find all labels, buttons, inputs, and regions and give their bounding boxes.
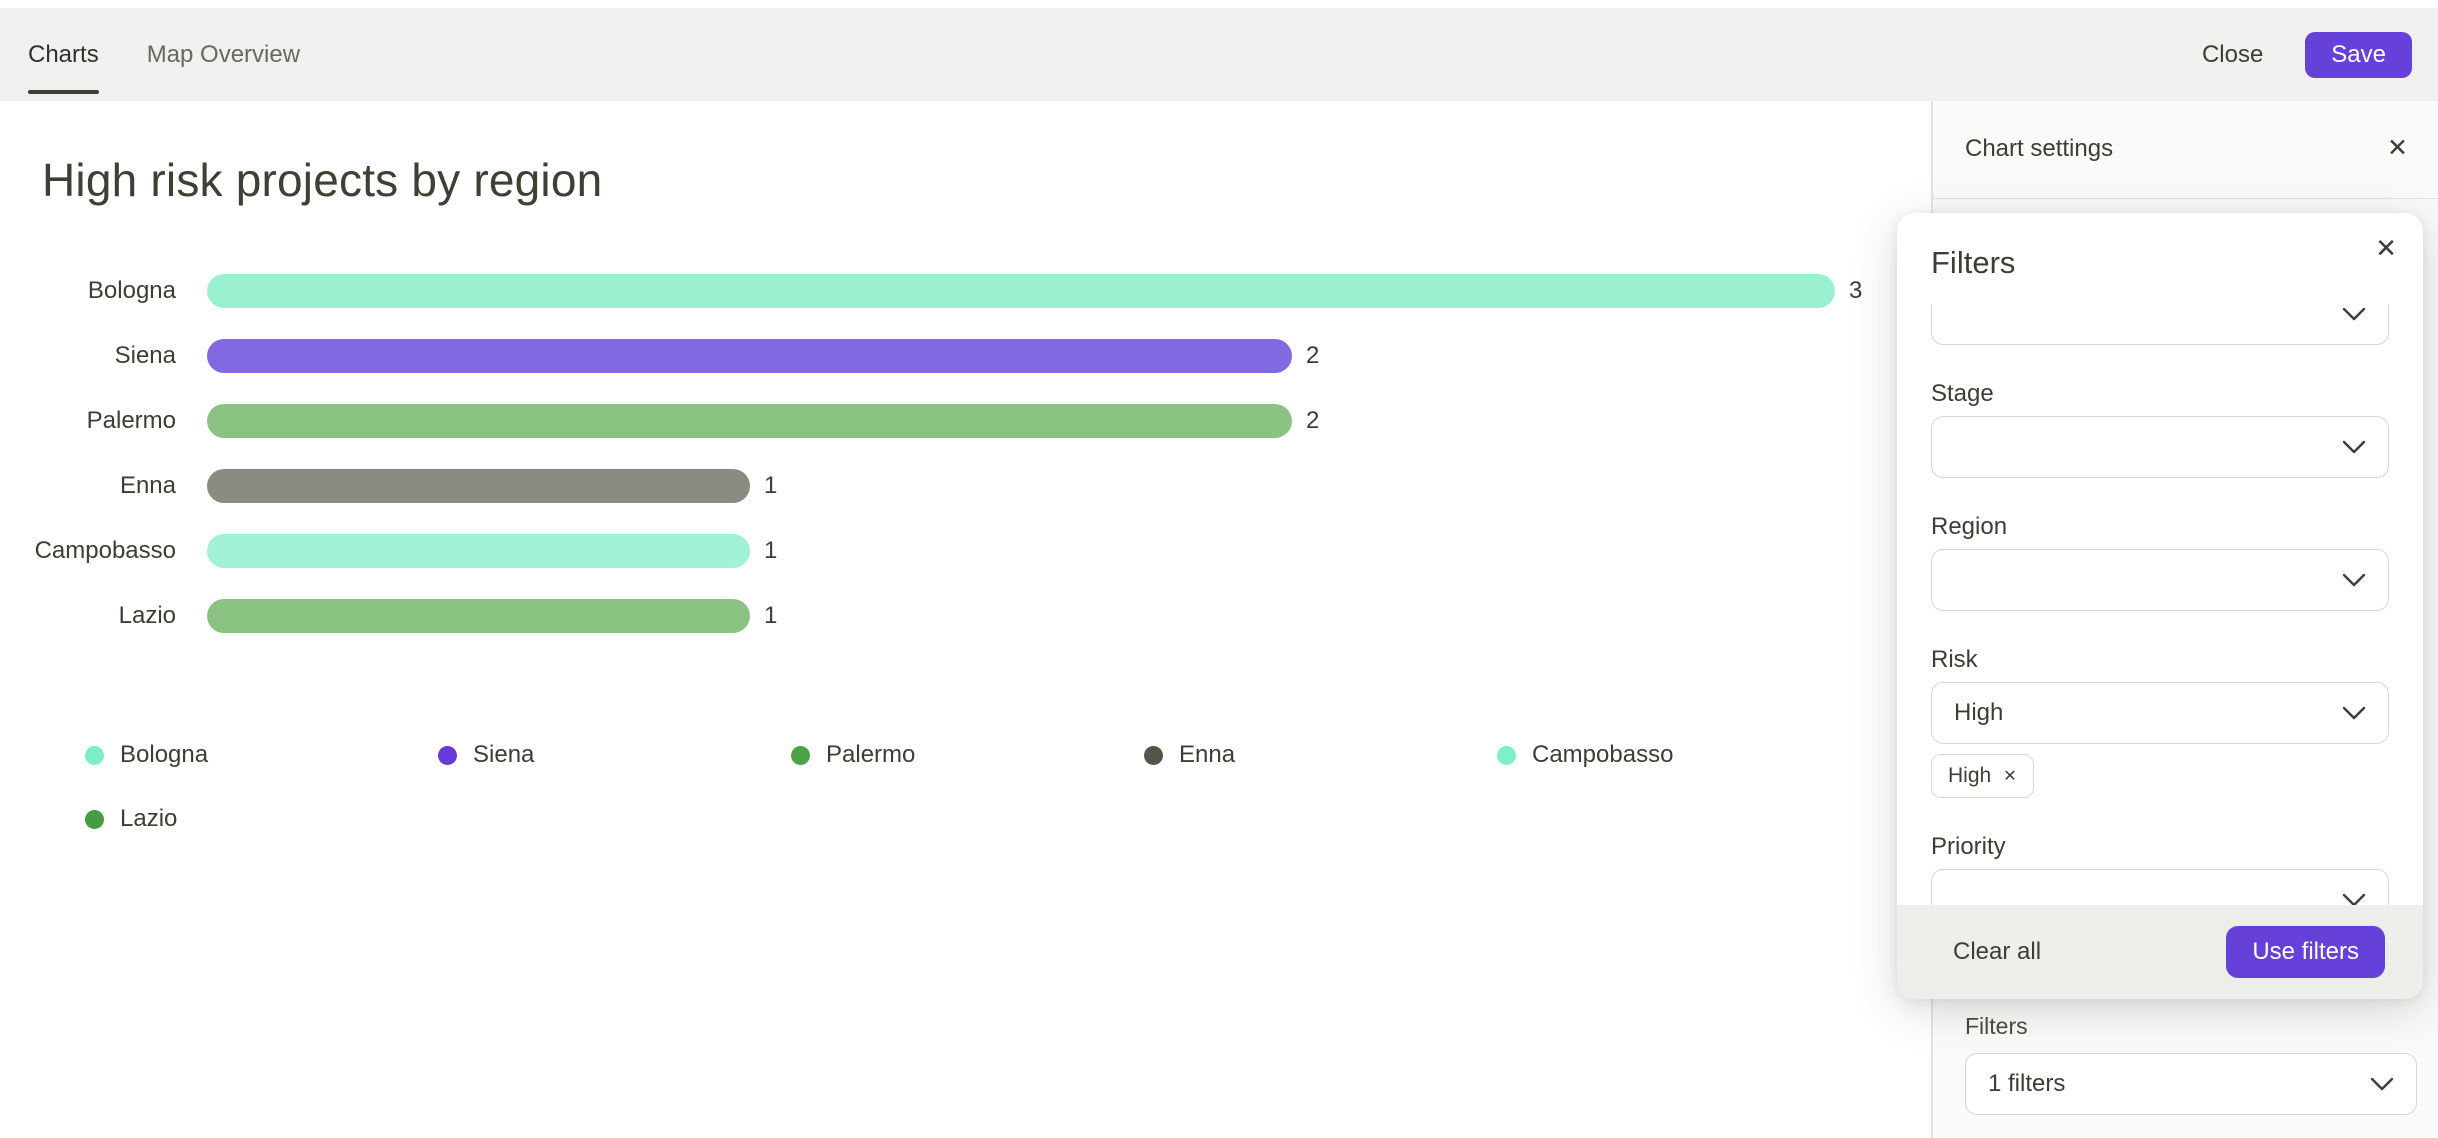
- region-select[interactable]: [1931, 549, 2389, 611]
- filter-select-partial[interactable]: [1931, 305, 2389, 345]
- chevron-down-icon: [2342, 440, 2366, 454]
- priority-label: Priority: [1931, 833, 2006, 860]
- risk-select-value: High: [1954, 699, 2004, 726]
- category-label: Campobasso: [34, 537, 176, 564]
- chevron-down-icon: [2342, 706, 2366, 720]
- bar[interactable]: [207, 534, 750, 568]
- legend-label: Palermo: [826, 741, 916, 768]
- category-label: Enna: [119, 472, 176, 499]
- region-label: Region: [1931, 513, 2008, 540]
- legend-label: Bologna: [120, 741, 209, 768]
- category-label: Bologna: [87, 277, 176, 304]
- close-button[interactable]: Close: [2201, 40, 2264, 68]
- sidebar-filters-label: Filters: [1965, 1013, 2028, 1039]
- risk-label: Risk: [1931, 646, 1978, 673]
- risk-chip: High ✕: [1931, 754, 2034, 798]
- legend-dot-icon: [1497, 745, 1516, 765]
- legend-label: Lazio: [120, 805, 178, 832]
- region-field: Region: [1931, 513, 2389, 611]
- legend-item[interactable]: Siena: [438, 740, 791, 770]
- bar-row: Siena 2: [0, 339, 1862, 373]
- legend-item[interactable]: Palermo: [791, 740, 1144, 770]
- filters-modal-footer: Clear all Use filters: [1897, 905, 2423, 999]
- value-label: 1: [764, 472, 778, 499]
- tab-bar: Charts Map Overview: [28, 8, 348, 101]
- value-label: 1: [764, 602, 778, 629]
- legend-item[interactable]: Campobasso: [1497, 740, 1850, 770]
- chevron-down-icon: [2342, 893, 2366, 905]
- legend-dot-icon: [1144, 745, 1163, 765]
- save-button[interactable]: Save: [2305, 31, 2412, 78]
- chart-panel: High risk projects by region Bologna 3 S…: [0, 101, 1931, 1138]
- value-label: 2: [1306, 407, 1320, 434]
- bar[interactable]: [207, 404, 1292, 438]
- bar-row: Bologna 3: [0, 274, 1862, 308]
- bar-row: Palermo 2: [0, 404, 1862, 438]
- bar[interactable]: [207, 599, 750, 633]
- category-label: Lazio: [118, 602, 176, 629]
- value-label: 2: [1306, 342, 1320, 369]
- chevron-down-icon: [2342, 573, 2366, 587]
- priority-field: Priority: [1931, 833, 2389, 905]
- chevron-down-icon: [2342, 307, 2366, 321]
- tab-map-overview-label: Map Overview: [146, 40, 301, 68]
- chart-settings-title: Chart settings: [1965, 135, 2114, 162]
- close-icon[interactable]: ✕: [2387, 134, 2408, 162]
- legend-dot-icon: [85, 745, 104, 765]
- chart-legend: Bologna Siena Palermo Enna Campobasso La…: [85, 740, 1875, 834]
- legend-label: Campobasso: [1532, 741, 1674, 768]
- legend-label: Enna: [1179, 741, 1236, 768]
- close-icon[interactable]: ✕: [2375, 233, 2397, 263]
- legend-item[interactable]: Lazio: [85, 804, 438, 834]
- risk-select[interactable]: High: [1931, 682, 2389, 744]
- bar-chart: Bologna 3 Siena 2 Palermo 2 Enna 1 Campo…: [0, 274, 1862, 633]
- bar[interactable]: [207, 339, 1292, 373]
- stage-select[interactable]: [1931, 416, 2389, 478]
- tab-charts[interactable]: Charts: [28, 8, 99, 101]
- stage-label: Stage: [1931, 380, 1994, 407]
- priority-select[interactable]: [1931, 869, 2389, 905]
- chevron-down-icon: [2370, 1077, 2394, 1091]
- legend-dot-icon: [85, 809, 104, 829]
- filters-modal-body: Stage Region Risk: [1897, 305, 2423, 905]
- filters-modal: ✕ Filters Stage Region: [1897, 213, 2423, 999]
- legend-item[interactable]: Enna: [1144, 740, 1497, 770]
- bar-row: Campobasso 1: [0, 534, 1862, 568]
- sidebar-divider: [1933, 198, 2438, 199]
- filters-count-select[interactable]: 1 filters: [1965, 1053, 2417, 1115]
- category-label: Palermo: [86, 407, 176, 434]
- bar-row: Enna 1: [0, 469, 1862, 503]
- category-label: Siena: [114, 342, 176, 369]
- legend-item[interactable]: Bologna: [85, 740, 438, 770]
- bar[interactable]: [207, 274, 1835, 308]
- remove-chip-icon[interactable]: ✕: [2003, 768, 2017, 785]
- risk-chip-label: High: [1948, 764, 1992, 787]
- top-bar: Charts Map Overview Close Save: [0, 8, 2438, 101]
- bar[interactable]: [207, 469, 750, 503]
- value-label: 3: [1849, 277, 1863, 304]
- legend-dot-icon: [791, 745, 810, 765]
- tab-map-overview[interactable]: Map Overview: [147, 8, 300, 101]
- filters-modal-title: Filters: [1931, 245, 2016, 280]
- stage-field: Stage: [1931, 380, 2389, 478]
- use-filters-button[interactable]: Use filters: [2226, 926, 2385, 978]
- risk-field: Risk High High ✕: [1931, 646, 2389, 798]
- legend-label: Siena: [473, 741, 535, 768]
- clear-all-button[interactable]: Clear all: [1953, 938, 2042, 965]
- legend-dot-icon: [438, 745, 457, 765]
- value-label: 1: [764, 537, 778, 564]
- bar-row: Lazio 1: [0, 599, 1862, 633]
- tab-charts-label: Charts: [28, 40, 99, 68]
- filters-count-value: 1 filters: [1988, 1070, 2066, 1097]
- chart-title: High risk projects by region: [42, 154, 603, 206]
